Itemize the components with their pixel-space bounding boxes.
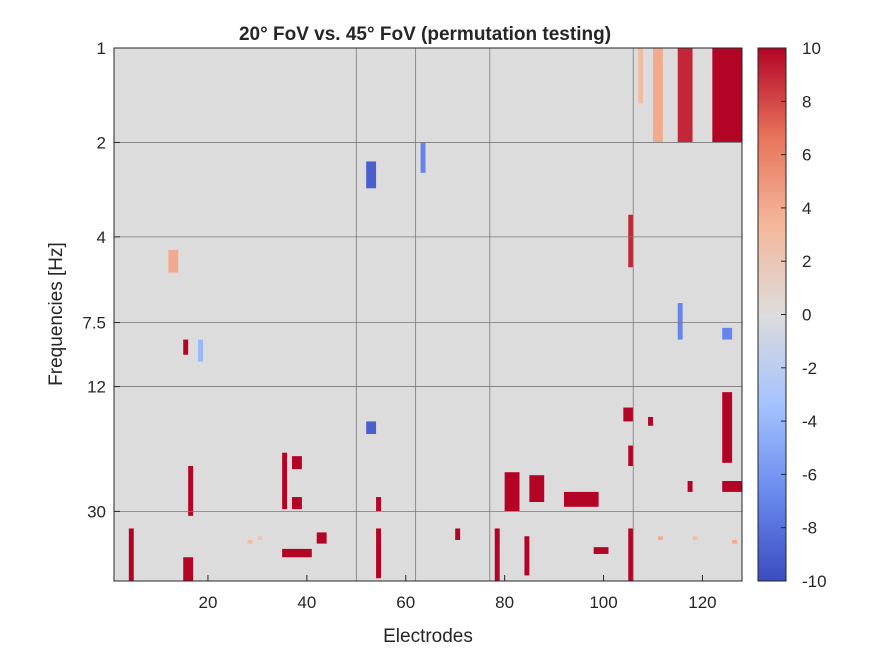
plot-frame	[113, 47, 743, 582]
colorbar-tick-label: -4	[802, 412, 817, 431]
heatmap-cell	[732, 539, 738, 544]
heatmap-cell	[687, 480, 693, 492]
heatmap-cell	[168, 249, 179, 273]
heatmap-cell	[648, 416, 653, 426]
colorbar-tick-label: -10	[802, 572, 827, 591]
heatmap-cell	[628, 445, 634, 467]
colorbar-tick-label: 0	[802, 306, 811, 325]
y-axis-label: Frequencies [Hz]	[46, 242, 67, 386]
x-tick-label: 60	[396, 593, 415, 612]
heatmap-cell	[652, 48, 663, 143]
plot-background	[114, 48, 742, 581]
heatmap-cell	[529, 475, 545, 503]
colorbar-tick-label: 4	[802, 199, 811, 218]
heatmap-cell	[316, 532, 327, 544]
x-axis-ticks: 20 40 60 80 100 120	[198, 575, 717, 612]
heatmap-cell	[623, 407, 634, 422]
heatmap-cell	[722, 480, 742, 492]
heatmap-cell	[563, 491, 599, 507]
heatmap-cell	[593, 547, 609, 554]
heatmap-cell	[455, 528, 461, 540]
heatmap-cell	[292, 497, 302, 510]
heatmap-cell	[198, 339, 204, 362]
heatmap-cell	[188, 466, 194, 516]
colorbar-tick-label: 6	[802, 146, 811, 165]
y-tick-label: 4	[97, 228, 106, 247]
heatmap-cell	[628, 528, 634, 581]
heatmap-cell	[366, 161, 377, 189]
colorbar-ticks: 10 8 6 4 2 0 -2 -4 -6 -8 -10	[781, 39, 827, 591]
heatmap-cell	[494, 528, 500, 581]
heatmap-cell	[524, 536, 530, 576]
x-tick-label: 100	[589, 593, 617, 612]
heatmap-cell	[638, 48, 644, 104]
colorbar-tick-label: 2	[802, 252, 811, 271]
colorbar-tick-label: 8	[802, 92, 811, 111]
heatmap-cell	[504, 472, 520, 512]
heatmap-cell	[420, 142, 426, 173]
colorbar-tick-label: -2	[802, 359, 817, 378]
colorbar-tick-label: -8	[802, 519, 817, 538]
heatmap-cell	[376, 528, 382, 579]
heatmap-cell	[247, 539, 253, 544]
heatmap-cell	[722, 327, 733, 340]
heatmap-cell	[677, 48, 693, 143]
x-tick-label: 80	[495, 593, 514, 612]
x-tick-label: 40	[297, 593, 316, 612]
y-tick-label: 12	[87, 378, 106, 397]
heatmap-cells	[128, 48, 742, 581]
heatmap-cell	[692, 536, 698, 540]
heatmap-cell	[282, 452, 288, 510]
chart-title: 20° FoV vs. 45° FoV (permutation testing…	[239, 24, 611, 45]
x-tick-label: 20	[198, 593, 217, 612]
heatmap-cell	[183, 339, 189, 355]
colorbar-tick-label: -6	[802, 465, 817, 484]
colorbar-tick-label: 10	[802, 39, 821, 58]
heatmap-cell	[292, 456, 302, 470]
heatmap-cell	[677, 303, 683, 340]
y-tick-label: 2	[97, 133, 106, 152]
heatmap-cell	[366, 421, 377, 435]
x-tick-label: 120	[688, 593, 716, 612]
heatmap-cell	[722, 392, 733, 463]
heatmap-cell	[257, 536, 263, 540]
heatmap-cell	[376, 497, 382, 512]
heatmap-cell	[628, 214, 634, 268]
heatmap-cell	[128, 528, 134, 581]
x-axis-label: Electrodes	[383, 626, 473, 647]
heatmap-cell	[282, 548, 312, 558]
heatmap-cell	[712, 48, 742, 143]
y-tick-label: 30	[87, 502, 106, 521]
y-tick-label: 1	[97, 39, 106, 58]
y-tick-label: 7.5	[82, 314, 106, 333]
heatmap-cell	[657, 536, 663, 540]
heatmap-cell	[183, 557, 194, 581]
